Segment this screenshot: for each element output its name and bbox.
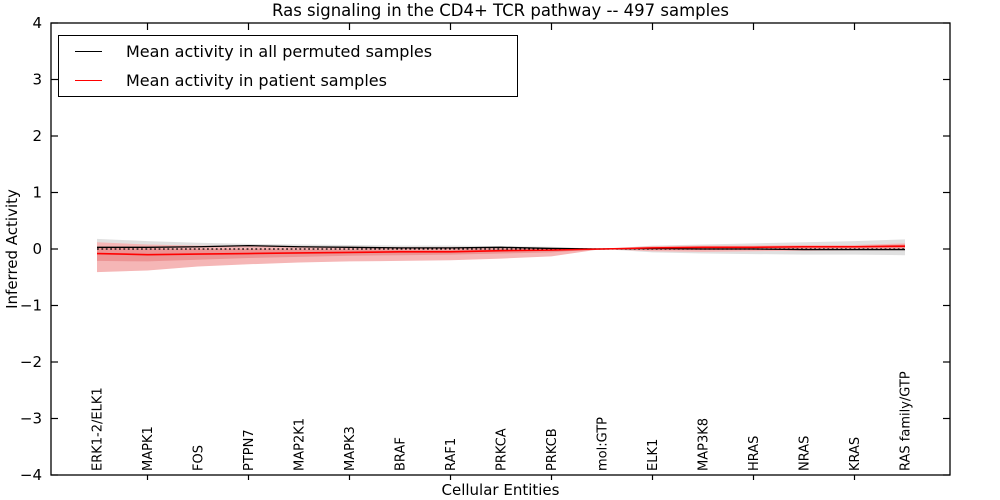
legend-entry-permuted: Mean activity in all permuted samples xyxy=(59,37,517,66)
series-line-1 xyxy=(96,245,906,256)
chart-title: Ras signaling in the CD4+ TCR pathway --… xyxy=(272,1,729,20)
x-category-label: MAP2K1 xyxy=(293,418,308,471)
y-tick-label: −2 xyxy=(20,353,42,371)
x-category-label: BRAF xyxy=(394,437,409,471)
x-category-label: MAP3K8 xyxy=(697,418,712,471)
x-category-label: RAF1 xyxy=(444,438,459,471)
y-tick-label: −3 xyxy=(20,410,42,428)
y-tick-label: 4 xyxy=(32,14,42,32)
legend-label: Mean activity in all permuted samples xyxy=(126,42,433,61)
y-tick-label: 1 xyxy=(32,184,42,202)
x-category-label: MAPK3 xyxy=(343,426,358,471)
y-tick-label: 0 xyxy=(32,240,42,258)
plot-bands xyxy=(97,238,905,273)
x-category-label: NRAS xyxy=(798,436,813,471)
x-category-label: KRAS xyxy=(848,437,863,471)
x-category-label: PRKCA xyxy=(495,428,510,471)
y-tick-label: −4 xyxy=(20,466,42,484)
x-category-label: ELK1 xyxy=(646,439,661,471)
x-category-label: MAPK1 xyxy=(141,426,156,471)
x-category-label: ERK1-2/ELK1 xyxy=(91,387,106,471)
y-axis-tick-labels: 4 3 2 1 0 −1 −2 −3 −4 xyxy=(20,14,42,484)
legend-entry-patient: Mean activity in patient samples xyxy=(59,66,517,95)
x-category-label: PTPN7 xyxy=(242,429,257,471)
x-category-label: PRKCB xyxy=(545,428,560,471)
x-axis-label: Cellular Entities xyxy=(441,481,560,499)
plot-lines xyxy=(96,244,906,256)
x-category-label: FOS xyxy=(192,445,207,471)
legend-label: Mean activity in patient samples xyxy=(126,71,387,90)
y-axis-label: Inferred Activity xyxy=(3,189,21,309)
legend-box: Mean activity in all permuted samples Me… xyxy=(58,35,518,97)
x-category-label: HRAS xyxy=(747,436,762,471)
legend-line-sample-black xyxy=(75,51,102,52)
legend-line-sample-red xyxy=(75,80,102,81)
y-tick-label: 3 xyxy=(32,71,42,89)
x-axis-category-labels: ERK1-2/ELK1 MAPK1 FOS PTPN7 MAP2K1 MAPK3 BRAF R… xyxy=(91,371,914,471)
y-tick-label: 2 xyxy=(32,127,42,145)
x-category-label: RAS family/GTP xyxy=(899,371,914,471)
axis-ticks xyxy=(51,22,950,480)
x-category-label: mol:GTP xyxy=(596,417,611,471)
series-line-0 xyxy=(97,244,905,251)
y-tick-label: −1 xyxy=(20,297,42,315)
